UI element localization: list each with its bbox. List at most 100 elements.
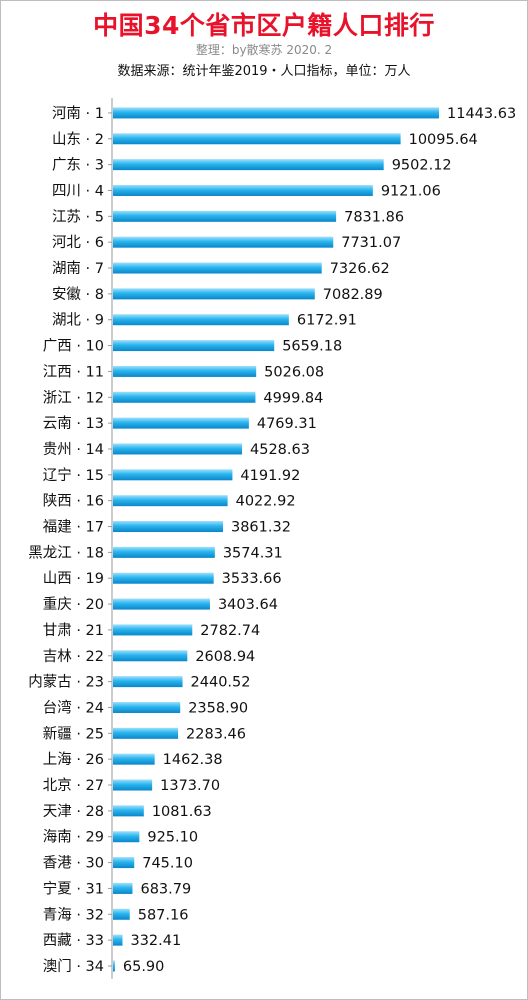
category-label: 浙江 · 12	[43, 389, 104, 406]
value-label: 7326.62	[330, 261, 390, 277]
bar	[113, 779, 153, 791]
category-label: 贵州 · 14	[43, 441, 104, 458]
value-label: 925.10	[147, 830, 198, 846]
value-label: 65.90	[123, 959, 165, 975]
bar	[113, 624, 193, 636]
category-label: 北京 · 27	[43, 777, 104, 794]
value-label: 11443.63	[447, 106, 516, 122]
category-label: 内蒙古 · 23	[28, 674, 104, 691]
category-label: 安徽 · 8	[52, 286, 104, 303]
bar	[113, 650, 188, 662]
value-label: 1462.38	[163, 752, 223, 768]
value-label: 4022.92	[236, 494, 296, 510]
value-label: 6172.91	[297, 313, 357, 329]
bar	[113, 159, 384, 171]
bar	[113, 340, 275, 352]
bar	[113, 908, 130, 920]
category-label: 黑龙江 · 18	[28, 544, 104, 561]
value-label: 7082.89	[323, 287, 383, 303]
bar	[113, 701, 181, 713]
value-label: 5026.08	[264, 364, 324, 380]
value-label: 2358.90	[188, 700, 248, 716]
category-label: 福建 · 17	[43, 519, 104, 536]
chart-title: 中国34个省市区户籍人口排行	[93, 11, 435, 40]
bar	[113, 107, 439, 119]
category-label: 海南 · 29	[43, 829, 104, 846]
value-label: 4769.31	[257, 416, 317, 432]
category-label: 湖南 · 7	[52, 260, 104, 277]
value-label: 4191.92	[240, 468, 300, 484]
category-label: 上海 · 26	[43, 751, 104, 768]
bar	[113, 598, 210, 610]
bar	[113, 469, 233, 481]
bar	[113, 521, 223, 533]
data-source: 数据来源：统计年鉴2019・人口指标，单位：万人	[117, 64, 411, 79]
value-label: 7731.07	[341, 235, 401, 251]
category-label: 重庆 · 20	[43, 596, 104, 613]
value-label: 3403.64	[218, 597, 278, 613]
category-label: 新疆 · 25	[43, 725, 104, 742]
value-label: 332.41	[130, 933, 181, 949]
bar	[113, 831, 140, 843]
category-label: 山西 · 19	[43, 570, 104, 587]
value-label: 1373.70	[160, 778, 220, 794]
bar	[113, 417, 249, 429]
category-label: 陕西 · 16	[43, 493, 104, 510]
value-label: 7831.86	[344, 209, 404, 225]
bar	[113, 391, 256, 403]
bar	[113, 262, 322, 274]
bar	[113, 210, 337, 222]
bar	[113, 857, 135, 869]
value-label: 2440.52	[191, 675, 251, 691]
category-label: 云南 · 13	[43, 415, 104, 432]
category-label: 宁夏 · 31	[43, 880, 104, 897]
category-label: 四川 · 4	[52, 183, 104, 199]
bar	[113, 495, 228, 507]
value-label: 4528.63	[250, 442, 310, 458]
value-label: 587.16	[138, 907, 189, 923]
chart-subtitle: 整理：by散寒苏 2020. 2	[195, 43, 333, 57]
category-label: 甘肃 · 21	[43, 622, 104, 639]
value-label: 3533.66	[222, 571, 282, 587]
bar	[113, 443, 243, 455]
category-label: 辽宁 · 15	[43, 467, 104, 484]
bar	[113, 236, 334, 248]
category-label: 江西 · 11	[43, 363, 104, 380]
bar	[113, 934, 123, 946]
value-label: 2608.94	[195, 649, 255, 665]
category-label: 河南 · 1	[52, 105, 104, 122]
value-label: 1081.63	[152, 804, 212, 820]
bar	[113, 753, 155, 765]
value-label: 2283.46	[186, 726, 246, 742]
bar	[113, 960, 115, 972]
category-label: 吉林 · 22	[43, 648, 104, 665]
bar	[113, 546, 215, 558]
value-label: 745.10	[142, 856, 193, 872]
category-label: 山东 · 2	[52, 131, 104, 148]
category-label: 澳门 · 34	[43, 958, 104, 975]
bar	[113, 882, 133, 894]
value-label: 2782.74	[200, 623, 260, 639]
bar	[113, 727, 179, 739]
bar	[113, 572, 214, 584]
category-label: 广西 · 10	[43, 338, 104, 355]
bar	[113, 314, 289, 326]
value-label: 3574.31	[223, 545, 283, 561]
bar	[113, 184, 373, 196]
category-label: 江苏 · 5	[52, 208, 104, 225]
value-label: 3861.32	[231, 520, 291, 536]
value-label: 10095.64	[409, 132, 478, 148]
category-label: 湖北 · 9	[52, 312, 104, 329]
category-label: 西藏 · 33	[43, 932, 104, 949]
bar	[113, 805, 144, 817]
value-label: 4999.84	[263, 390, 323, 406]
category-label: 青海 · 32	[43, 906, 104, 923]
category-label: 香港 · 30	[43, 855, 104, 872]
value-label: 9121.06	[381, 183, 441, 199]
category-label: 台湾 · 24	[43, 699, 104, 716]
category-label: 河北 · 6	[52, 234, 104, 251]
bar	[113, 133, 401, 145]
bar	[113, 676, 183, 688]
category-label: 天津 · 28	[43, 803, 104, 820]
